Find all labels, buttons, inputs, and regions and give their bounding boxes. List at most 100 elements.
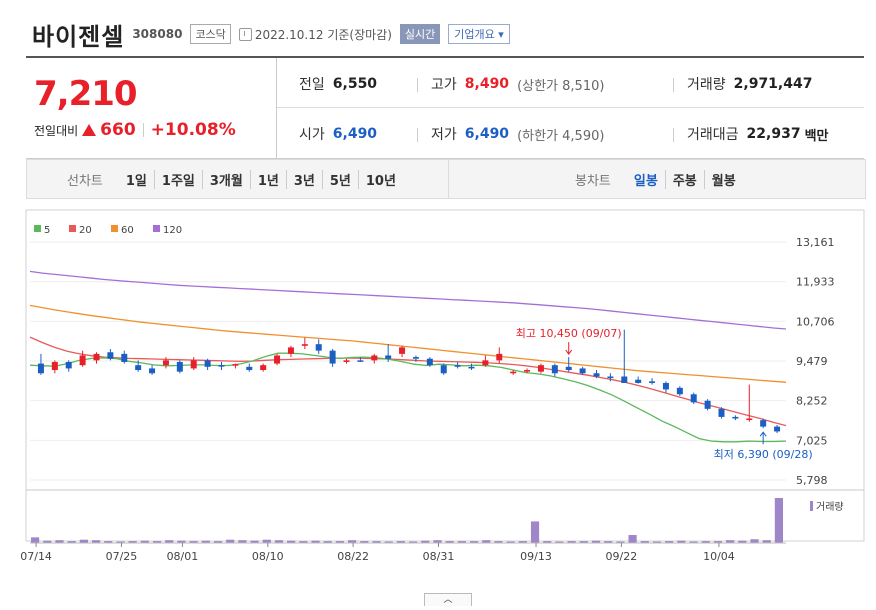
candle-body xyxy=(551,365,558,374)
y-tick-label: 8,252 xyxy=(796,395,828,408)
volume-bar xyxy=(104,541,113,543)
candle-body xyxy=(162,360,169,366)
legend-swatch-60 xyxy=(111,225,118,232)
company-overview-dropdown[interactable]: 기업개요 ▾ xyxy=(448,24,510,44)
candle-monthly[interactable]: 월봉 xyxy=(703,169,743,189)
candle-chart-label: 봉차트 xyxy=(575,173,611,189)
volume-bar xyxy=(409,541,418,543)
period-1y[interactable]: 1년 xyxy=(249,169,286,189)
period-toolbar: 선차트 1일 1주일 3개월 1년 3년 5년 10년 봉차트 일봉 주봉 월봉 xyxy=(26,159,866,199)
volume-bar xyxy=(67,541,76,543)
amount-unit: 백만 xyxy=(804,128,829,144)
volume-bar xyxy=(140,540,149,543)
candle-body xyxy=(51,361,58,371)
volume-bar xyxy=(91,540,101,543)
y-tick-label: 10,706 xyxy=(796,315,835,328)
candle-body xyxy=(732,416,739,419)
volume-bar xyxy=(299,541,308,543)
x-tick-label: 09/13 xyxy=(520,550,552,563)
period-3y[interactable]: 3년 xyxy=(285,169,322,189)
candle-body xyxy=(510,371,517,374)
y-tick-label: 11,933 xyxy=(796,276,835,289)
period-1w[interactable]: 1주일 xyxy=(153,169,202,189)
high-value: 8,490 xyxy=(464,76,510,92)
candle-body xyxy=(607,376,614,379)
volume: 거래량 2,971,447 xyxy=(687,74,812,94)
volume-bar xyxy=(250,540,259,543)
volume-bar xyxy=(421,540,430,543)
candle-body xyxy=(399,347,406,354)
volume-bar xyxy=(287,540,296,543)
candle-daily[interactable]: 일봉 xyxy=(633,173,658,189)
volume-bar xyxy=(469,541,479,543)
candle-body xyxy=(65,361,72,369)
upper-limit: (상한가 8,510) xyxy=(517,78,605,94)
volume-bar xyxy=(591,540,601,543)
high-annotation: 최고 10,450 (09/07) xyxy=(516,327,622,340)
candle-body xyxy=(260,365,267,371)
lower-limit: (하한가 4,590) xyxy=(517,128,605,144)
candle-body xyxy=(496,353,503,361)
volume-bar xyxy=(165,540,174,543)
divider xyxy=(673,128,674,142)
quote-panel: 7,210 전일대비 660 +10.08% 전일 6,550 고가 8,490… xyxy=(26,56,864,159)
period-10y[interactable]: 10년 xyxy=(357,169,403,189)
volume-bar xyxy=(372,541,381,543)
candle-body xyxy=(662,382,669,390)
volume-bar xyxy=(348,540,357,543)
x-tick-label: 10/04 xyxy=(703,550,735,563)
period-1d[interactable]: 1일 xyxy=(125,173,147,189)
period-5y[interactable]: 5년 xyxy=(321,169,358,189)
low-arrow-head xyxy=(759,431,767,437)
volume-bar xyxy=(311,540,320,543)
volume-bar xyxy=(530,521,540,543)
low-value: 6,490 xyxy=(464,126,510,142)
volume-bar xyxy=(128,541,137,543)
stock-name: 바이젠셀 xyxy=(32,22,125,51)
candle-body xyxy=(412,357,419,359)
change-label: 전일대비 xyxy=(34,123,79,138)
trade-amount: 거래대금 22,937 백만 xyxy=(687,124,828,144)
high-arrow-head xyxy=(565,349,573,355)
quote-details: 전일 6,550 고가 8,490 (상한가 8,510) 거래량 2,971,… xyxy=(277,58,864,158)
volume-bar xyxy=(445,541,454,543)
market-badge: 코스닥 xyxy=(190,24,231,44)
volume-bar xyxy=(713,541,723,543)
volume-bar xyxy=(201,540,210,543)
price-change: 전일대비 660 +10.08% xyxy=(34,120,236,140)
volume-bar xyxy=(152,541,162,543)
low-price: 저가 6,490 (하한가 4,590) xyxy=(431,124,604,144)
open-value: 6,490 xyxy=(332,126,378,142)
volume-bar xyxy=(579,541,588,543)
candle-weekly[interactable]: 주봉 xyxy=(664,169,704,189)
realtime-button[interactable]: 실시간 xyxy=(399,24,441,44)
volume-bar xyxy=(738,540,747,543)
volume-bar xyxy=(518,541,527,543)
volume-legend-label: 거래량 xyxy=(816,501,844,513)
legend-swatch-120 xyxy=(153,225,160,232)
candle-body xyxy=(93,353,100,361)
volume-bar xyxy=(689,541,698,543)
volume-bar xyxy=(665,541,674,543)
candle-body xyxy=(135,365,142,371)
high-price: 고가 8,490 (상한가 8,510) xyxy=(431,74,604,94)
volume-bar xyxy=(457,541,466,543)
candle-body xyxy=(635,379,642,383)
x-tick-label: 09/22 xyxy=(606,550,638,563)
x-tick-label: 08/31 xyxy=(423,550,455,563)
volume-bar xyxy=(762,540,771,543)
prev-close: 전일 6,550 xyxy=(299,74,377,94)
volume-bar xyxy=(55,540,64,543)
candle-body xyxy=(524,370,531,372)
legend-label-60: 60 xyxy=(121,225,134,236)
candle-body xyxy=(357,360,364,362)
up-triangle-icon xyxy=(82,124,97,136)
period-3m[interactable]: 3개월 xyxy=(201,169,250,189)
volume-bar xyxy=(543,541,552,543)
collapse-toggle[interactable]: ︿ xyxy=(424,593,472,606)
candle-body xyxy=(107,352,114,359)
candle-body xyxy=(704,400,711,409)
candle-body xyxy=(204,360,211,367)
legend-label-5: 5 xyxy=(44,225,50,236)
divider xyxy=(277,107,864,108)
